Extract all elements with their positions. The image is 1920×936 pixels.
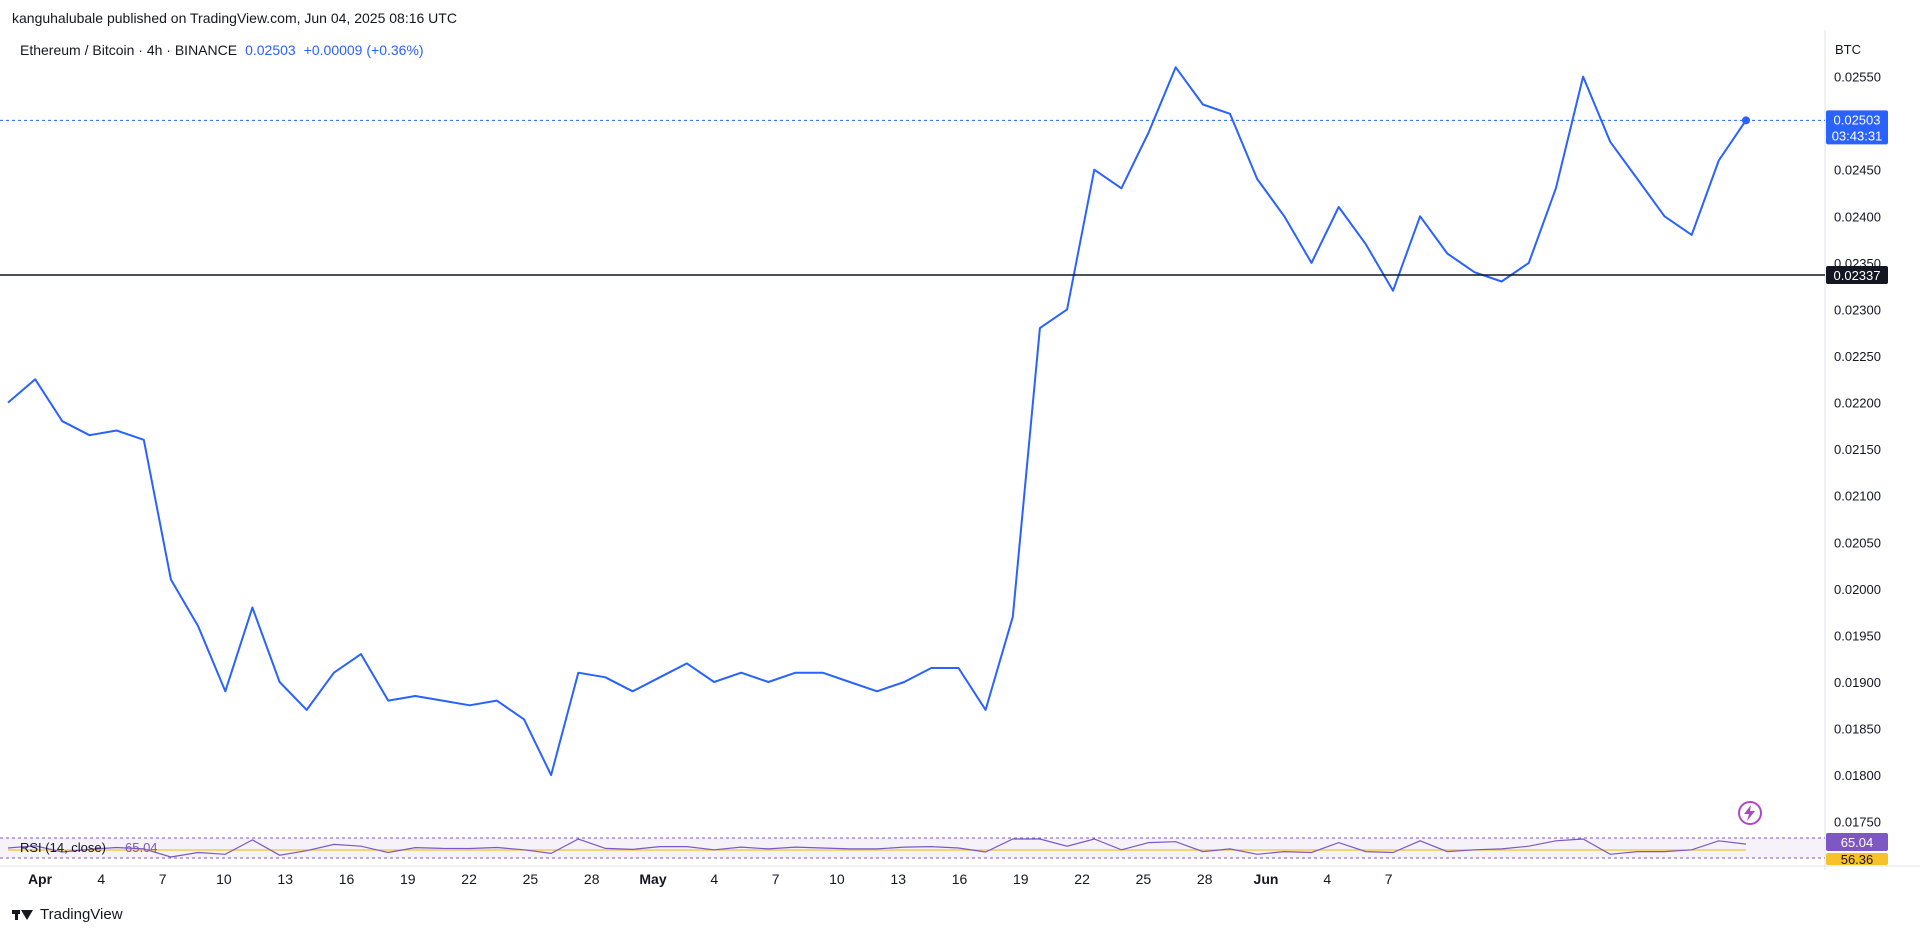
y-tick-label: 0.02150 xyxy=(1834,442,1881,457)
y-tick-label: 0.01850 xyxy=(1834,722,1881,737)
rsi-label: RSI (14, close) xyxy=(20,840,106,855)
x-tick-label: Jun xyxy=(1254,871,1279,887)
legend-change: +0.00009 (+0.36%) xyxy=(303,42,424,58)
x-tick-label: 4 xyxy=(97,871,105,887)
bolt-icon[interactable] xyxy=(1738,801,1762,825)
symbol-name[interactable]: Ethereum / Bitcoin · 4h · BINANCE xyxy=(20,42,238,58)
x-tick-label: 10 xyxy=(829,871,845,887)
x-tick-label: 22 xyxy=(1074,871,1090,887)
x-tick-label: 19 xyxy=(400,871,416,887)
x-tick-label: May xyxy=(639,871,666,887)
brand-label: TradingView xyxy=(40,906,123,923)
svg-text:0.02503: 0.02503 xyxy=(1834,112,1881,127)
svg-text:56.36: 56.36 xyxy=(1841,852,1874,867)
x-tick-label: 28 xyxy=(1197,871,1213,887)
y-tick-label: 0.02250 xyxy=(1834,349,1881,364)
x-tick-label: 7 xyxy=(1385,871,1393,887)
price-axis[interactable]: 0.025500.024500.024000.023500.023000.022… xyxy=(1834,70,1881,830)
footer-brand[interactable]: TradingView xyxy=(12,906,123,923)
y-tick-label: 0.02200 xyxy=(1834,396,1881,411)
rsi-value-tag: 65.04 xyxy=(1826,833,1888,851)
rsi-line xyxy=(7,838,1747,858)
x-tick-label: 10 xyxy=(216,871,232,887)
price-series-line xyxy=(7,66,1747,777)
y-tick-label: 0.02100 xyxy=(1834,489,1881,504)
y-tick-label: 0.01950 xyxy=(1834,628,1881,643)
y-tick-label: 0.01750 xyxy=(1834,815,1881,830)
x-tick-label: 16 xyxy=(952,871,968,887)
publisher-caption: kanguhalubale published on TradingView.c… xyxy=(12,10,457,26)
y-tick-label: 0.02550 xyxy=(1834,70,1881,85)
x-tick-label: 22 xyxy=(461,871,477,887)
x-tick-label: 7 xyxy=(772,871,780,887)
svg-text:65.04: 65.04 xyxy=(1841,835,1874,850)
x-tick-label: 16 xyxy=(339,871,355,887)
y-tick-label: 0.01800 xyxy=(1834,768,1881,783)
symbol-legend: Ethereum / Bitcoin · 4h · BINANCE 0.0250… xyxy=(20,42,424,58)
x-tick-label: 25 xyxy=(1136,871,1152,887)
y-tick-label: 0.02050 xyxy=(1834,535,1881,550)
y-tick-label: 0.01900 xyxy=(1834,675,1881,690)
x-tick-label: 19 xyxy=(1013,871,1029,887)
x-tick-label: 4 xyxy=(1323,871,1331,887)
x-tick-label: 7 xyxy=(159,871,167,887)
y-tick-label: 0.02400 xyxy=(1834,209,1881,224)
x-tick-label: Apr xyxy=(28,871,53,887)
x-tick-label: 13 xyxy=(277,871,293,887)
svg-text:0.02337: 0.02337 xyxy=(1834,268,1881,283)
grid-layer xyxy=(0,30,1920,870)
tradingview-logo-icon xyxy=(12,908,34,922)
x-tick-label: 4 xyxy=(710,871,718,887)
currency-label: BTC xyxy=(1835,42,1861,57)
legend-price: 0.02503 xyxy=(245,42,296,58)
y-tick-label: 0.02450 xyxy=(1834,163,1881,178)
x-tick-label: 25 xyxy=(523,871,539,887)
time-axis[interactable]: Apr 4 7 10 13 16 19 22 25 28 May 4 7 10 13 16 19 22 25 28 Ju… xyxy=(28,871,1393,887)
rsi-ma-tag: 56.36 xyxy=(1826,852,1888,867)
x-tick-label: 13 xyxy=(890,871,906,887)
y-tick-label: 0.02000 xyxy=(1834,582,1881,597)
rsi-pane: RSI (14, close) 65.04 65.04 56.36 xyxy=(0,833,1888,867)
x-tick-label: 28 xyxy=(584,871,600,887)
hline-price-tag: 0.02337 xyxy=(1826,265,1888,284)
last-price-dot xyxy=(1742,116,1750,125)
y-tick-label: 0.02300 xyxy=(1834,302,1881,317)
rsi-value-legend: 65.04 xyxy=(125,840,158,855)
svg-text:03:43:31: 03:43:31 xyxy=(1832,128,1883,143)
